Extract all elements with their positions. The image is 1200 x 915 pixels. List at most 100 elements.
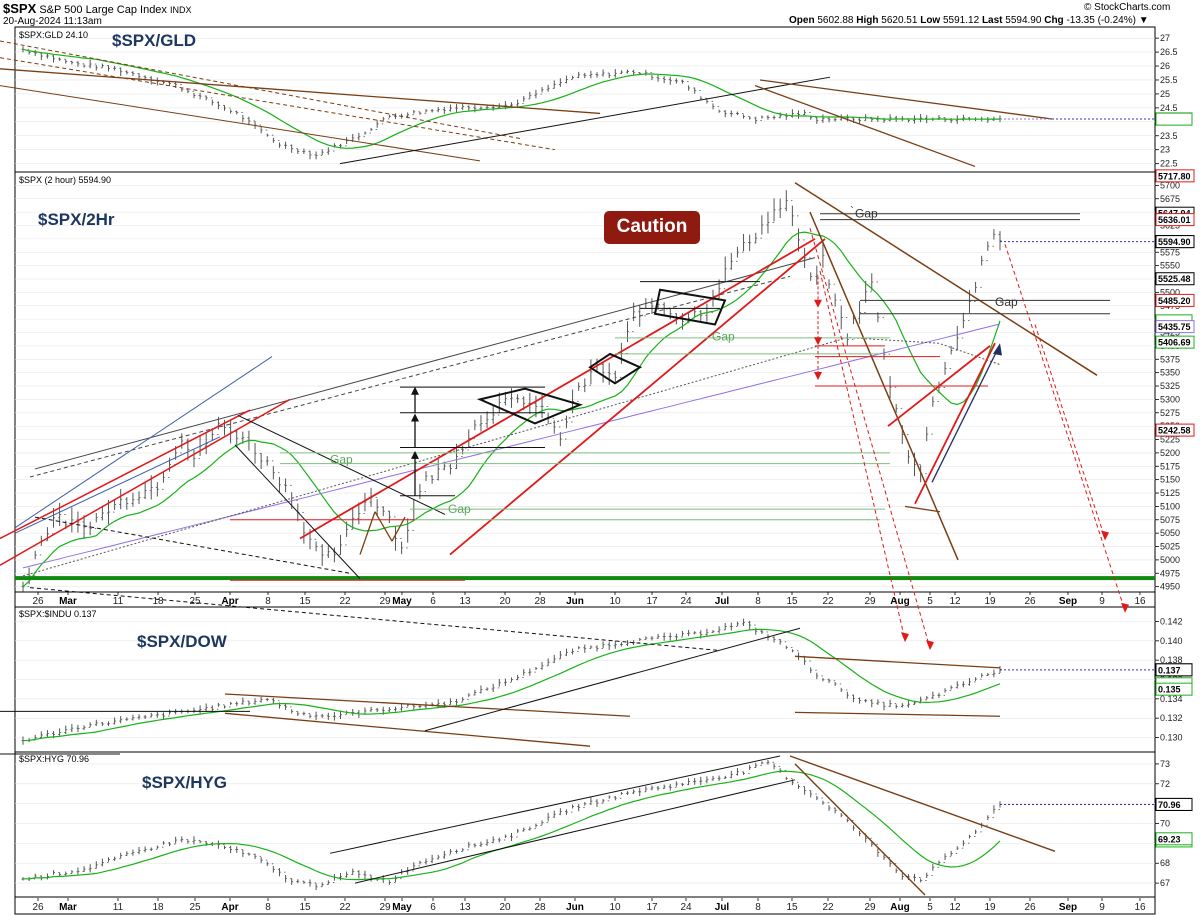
- rising-arrow-line: [931, 348, 999, 483]
- x-tick-label: 18: [152, 902, 164, 913]
- trendline-dashed: [34, 516, 351, 574]
- gap-tick: `: [850, 204, 854, 218]
- x-axis-band: [14, 591, 1156, 608]
- support-line: [794, 763, 926, 896]
- panel-title-spx: $SPX/2Hr: [38, 210, 115, 229]
- x-tick-label: Jul: [715, 596, 730, 607]
- ma-value-box: [1155, 112, 1193, 126]
- x-tick-label: 19: [984, 596, 996, 607]
- side-value-box: [1155, 335, 1195, 349]
- trendline-blue: [14, 436, 221, 534]
- side-value-box: [1155, 213, 1195, 227]
- gap-label: Gap: [330, 453, 353, 467]
- y-tick-label: 5550: [1160, 261, 1180, 271]
- x-tick-label: 8: [265, 596, 271, 607]
- x-tick-label: 16: [1134, 902, 1146, 913]
- x-tick-label: 22: [822, 596, 834, 607]
- trendline-gld: [0, 68, 601, 115]
- x-tick-label: Mar: [59, 902, 77, 913]
- x-tick-label: Sep: [1059, 596, 1077, 607]
- moving-average-line: [22, 628, 1001, 742]
- support-line: [754, 84, 976, 168]
- brown-channel-line: [904, 505, 941, 513]
- x-tick-label: Jun: [566, 902, 584, 913]
- y-tick-label: 5050: [1160, 528, 1180, 538]
- x-tick-label: 10: [609, 596, 621, 607]
- panel-title-gld: $SPX/GLD: [112, 31, 197, 50]
- x-tick-label: 24: [680, 902, 692, 913]
- x-tick-label: Sep: [1059, 902, 1077, 913]
- wedge-line: [234, 444, 361, 579]
- arrow-up-icon: [411, 413, 419, 422]
- ohlc-bar: Open 5602.88 High 5620.51 Low 5591.12 La…: [789, 15, 1149, 26]
- side-value-label: 5636.01: [1158, 215, 1191, 225]
- symbol-name: S&P 500 Large Cap Index: [39, 4, 167, 16]
- diamond-pattern: [588, 352, 643, 385]
- side-value-label: 5242.58: [1158, 426, 1191, 436]
- y-tick-label: 5200: [1160, 448, 1180, 458]
- panel-legend-spx: $SPX (2 hour) 5594.90: [19, 175, 112, 185]
- side-value-box: [1155, 235, 1195, 249]
- x-tick-label: 29: [864, 596, 876, 607]
- arrow-up-icon: [411, 386, 419, 395]
- x-tick-label: 20: [499, 902, 511, 913]
- y-tick-label: 5125: [1160, 488, 1180, 498]
- arrow-shaft: [359, 511, 376, 555]
- y-tick-label: 5175: [1160, 461, 1180, 471]
- range-line: [794, 655, 1001, 669]
- channel-line: [424, 627, 801, 732]
- arrow-up-icon: [411, 450, 419, 459]
- arrow-down-icon: [1121, 602, 1129, 613]
- x-tick-label: 13: [459, 902, 471, 913]
- x-tick-label: 22: [339, 902, 351, 913]
- low-value: 5591.12: [943, 15, 980, 26]
- side-value-label: 5485.20: [1158, 296, 1191, 306]
- x-tick-label: May: [392, 596, 412, 607]
- range-line: [794, 711, 1001, 717]
- panel-legend-dow: $SPX:$INDU 0.137: [19, 609, 97, 619]
- low-label: Low: [920, 15, 941, 26]
- moving-average-line: [22, 770, 1001, 881]
- x-tick-label: 6: [430, 596, 436, 607]
- x-tick-label: 19: [984, 902, 996, 913]
- y-tick-label: 5075: [1160, 515, 1180, 525]
- y-tick-label: 5350: [1160, 368, 1180, 378]
- x-tick-label: Jun: [566, 596, 584, 607]
- side-value-box: [1155, 272, 1195, 286]
- x-tick-label: 12: [949, 902, 961, 913]
- y-tick-label: 0.140: [1160, 636, 1183, 646]
- arrow-shaft: [391, 516, 406, 542]
- x-tick-label: 25: [189, 902, 201, 913]
- y-tick-label: 4950: [1160, 582, 1180, 592]
- x-tick-label: 9: [1099, 596, 1105, 607]
- red-channel-line: [299, 238, 816, 540]
- side-value-label: 0.137: [1158, 665, 1181, 675]
- resistance-line: [789, 755, 1056, 852]
- y-tick-label: 5275: [1160, 408, 1180, 418]
- x-tick-label: 11: [113, 596, 124, 607]
- x-tick-label: 15: [786, 596, 798, 607]
- x-tick-label: 5: [927, 902, 933, 913]
- caution-badge: Caution: [604, 211, 700, 244]
- y-tick-label: 26: [1160, 61, 1170, 71]
- trendline-dashed: [29, 587, 721, 651]
- high-label: High: [856, 15, 879, 26]
- arrow-down-icon: [814, 337, 822, 346]
- y-tick-label: 27: [1160, 33, 1170, 43]
- y-tick-label: 70: [1160, 819, 1170, 829]
- y-tick-label: 23: [1160, 145, 1170, 155]
- projection-arrow-line: [1004, 244, 1126, 611]
- trendline-blue: [14, 356, 273, 529]
- y-tick-label: 23.5: [1160, 131, 1178, 141]
- projection-arrow-line: [1034, 324, 1106, 539]
- x-tick-label: 28: [534, 902, 546, 913]
- diamond-pattern: [476, 387, 584, 425]
- side-value-box: [1155, 797, 1193, 811]
- arrow-down-icon: [926, 640, 934, 651]
- x-tick-label: 26: [32, 902, 44, 913]
- y-tick-label: 73: [1160, 759, 1170, 769]
- x-tick-label: 26: [1024, 596, 1036, 607]
- x-tick-label: May: [392, 902, 412, 913]
- channel-line: [224, 712, 591, 747]
- y-tick-label: 22.5: [1160, 159, 1178, 169]
